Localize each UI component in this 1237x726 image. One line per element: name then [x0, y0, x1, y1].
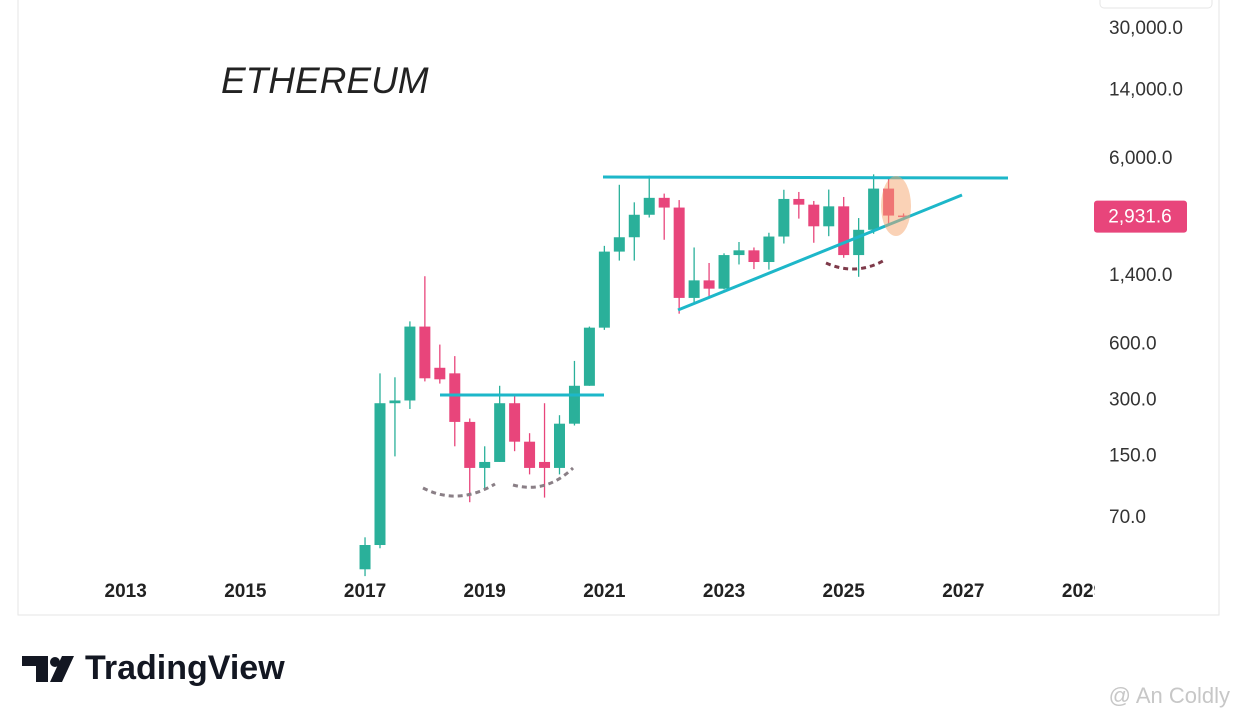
candle-body — [688, 280, 700, 298]
x-axis: 2013 2015 2017 2019 2021 2023 2025 2027 2029 — [105, 581, 1104, 602]
candle-body — [524, 441, 536, 468]
candle-body — [808, 204, 820, 227]
watermark: @ An Coldly — [1109, 683, 1230, 708]
candle-body — [793, 198, 805, 205]
candle-body — [494, 403, 506, 462]
pattern-arc — [512, 466, 575, 489]
x-tick-label: 2021 — [583, 581, 626, 602]
candle-body — [853, 229, 865, 256]
x-tick-label: 2015 — [224, 581, 267, 602]
candle-body — [823, 206, 835, 227]
candle-body — [658, 197, 670, 208]
x-tick-label: 2023 — [703, 581, 745, 602]
candle-body — [553, 423, 565, 468]
candle-body — [434, 367, 446, 380]
y-tick-label: 6,000.0 — [1109, 148, 1172, 169]
drawings — [422, 175, 1009, 498]
candle-body — [389, 400, 401, 404]
brand: TradingView — [85, 649, 285, 687]
candle-body — [868, 188, 880, 230]
candle-body — [419, 326, 431, 379]
y-tick-label: 14,000.0 — [1109, 80, 1183, 101]
scale-box — [1099, 0, 1213, 9]
candle-body — [509, 403, 521, 442]
plot-area — [359, 174, 910, 577]
candle-body — [673, 207, 685, 298]
highlight-ellipse — [881, 176, 911, 236]
candle-body — [359, 545, 371, 570]
candle-body — [404, 326, 416, 401]
candle-body — [778, 198, 790, 237]
candle-body — [568, 385, 580, 424]
y-tick-label: 600.0 — [1109, 334, 1157, 355]
x-tick-label: 2017 — [344, 581, 386, 602]
resistance-line — [602, 175, 1009, 180]
y-tick-label: 1,400.0 — [1109, 265, 1172, 286]
candle-body — [583, 327, 595, 386]
y-tick-label: 70.0 — [1109, 507, 1146, 528]
candle-body — [628, 214, 640, 238]
candle-body — [763, 236, 775, 263]
candle-body — [598, 251, 610, 328]
candle-body — [838, 206, 850, 256]
last-price-badge — [1094, 200, 1187, 233]
candle-body — [718, 255, 730, 289]
support-trendline — [677, 193, 963, 312]
chart-title: ETHEREUM — [221, 60, 429, 101]
candle-body — [464, 421, 476, 468]
chart-frame — [17, 0, 1220, 616]
x-tick-label: 2025 — [823, 581, 866, 602]
y-tick-label: 30,000.0 — [1109, 18, 1183, 39]
last-price-label: 2,931.6 — [1108, 207, 1171, 228]
candle-body — [733, 250, 745, 256]
pattern-arc — [422, 482, 496, 498]
x-tick-label: 2027 — [942, 581, 984, 602]
candle-body — [539, 461, 551, 468]
candle-body — [703, 280, 715, 289]
tradingview-logo: TradingView — [22, 649, 285, 687]
x-tick-label: 2029 — [1062, 581, 1104, 602]
candle-body — [643, 197, 655, 215]
x-tick-label: 2013 — [105, 581, 147, 602]
pattern-arc — [825, 259, 884, 271]
candle-body — [479, 461, 491, 468]
candle-body — [748, 250, 760, 263]
candle-body — [449, 373, 461, 422]
y-tick-label: 150.0 — [1109, 445, 1157, 466]
x-tick-label: 2019 — [464, 581, 506, 602]
candle-body — [374, 403, 386, 546]
candle-body — [613, 237, 625, 252]
y-tick-label: 300.0 — [1109, 389, 1157, 410]
